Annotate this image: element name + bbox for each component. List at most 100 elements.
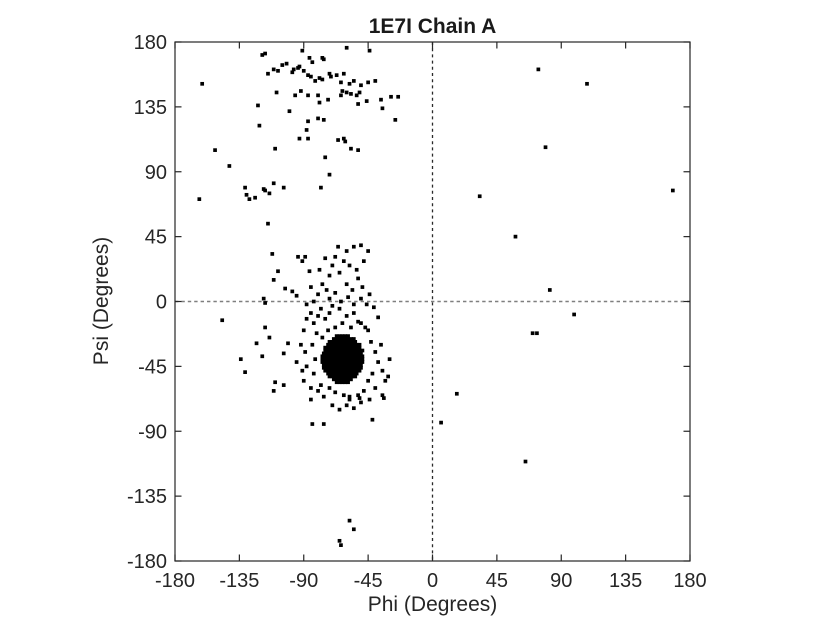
data-point xyxy=(340,345,345,350)
data-point xyxy=(263,325,267,330)
data-point xyxy=(324,365,329,370)
data-point xyxy=(340,371,345,376)
data-point xyxy=(379,342,383,347)
data-point xyxy=(347,363,352,367)
data-point xyxy=(344,249,349,253)
data-point xyxy=(359,243,363,248)
data-point xyxy=(334,368,339,373)
data-point xyxy=(327,386,332,390)
data-point xyxy=(336,365,340,370)
data-point xyxy=(340,334,345,338)
y-tick-label: 0 xyxy=(156,292,167,314)
data-point xyxy=(306,93,310,98)
data-point xyxy=(369,340,373,344)
data-point xyxy=(349,368,353,373)
data-point xyxy=(314,331,319,336)
data-point xyxy=(331,360,336,364)
data-point xyxy=(310,60,315,65)
data-point xyxy=(329,354,333,359)
data-point xyxy=(333,365,338,370)
data-point xyxy=(299,342,303,347)
data-point xyxy=(329,360,333,364)
data-point xyxy=(376,315,380,320)
data-point xyxy=(320,360,325,364)
data-point xyxy=(320,357,325,362)
data-point xyxy=(340,360,345,364)
data-point xyxy=(351,337,356,341)
data-point xyxy=(323,360,328,364)
data-point xyxy=(344,282,349,287)
data-point xyxy=(311,299,316,304)
data-point xyxy=(353,351,358,356)
data-point xyxy=(386,374,391,379)
data-point xyxy=(337,354,342,359)
data-point xyxy=(336,363,340,367)
data-point xyxy=(344,365,349,370)
data-point xyxy=(354,371,359,376)
data-point xyxy=(343,342,348,347)
data-point xyxy=(316,93,320,98)
data-point xyxy=(382,396,386,400)
data-point xyxy=(323,316,328,321)
data-point xyxy=(326,357,330,362)
data-point xyxy=(351,360,356,364)
data-point xyxy=(336,138,340,142)
data-point xyxy=(294,293,299,298)
data-point xyxy=(346,360,350,364)
data-point xyxy=(356,365,360,370)
data-point xyxy=(346,371,350,376)
data-point xyxy=(337,342,342,347)
data-point xyxy=(347,394,352,399)
data-point xyxy=(276,269,280,274)
x-tick-labels: -180 -135 -90 -45 0 45 90 135 180 xyxy=(155,570,707,592)
data-point xyxy=(307,269,312,274)
data-point xyxy=(346,357,350,362)
y-tick-labels: -180 -135 -90 -45 0 45 90 135 180 xyxy=(127,32,167,573)
data-point xyxy=(344,314,349,318)
data-point xyxy=(351,354,356,359)
data-point xyxy=(334,337,339,341)
data-point xyxy=(359,351,363,356)
data-point xyxy=(330,303,335,308)
data-point xyxy=(346,348,350,353)
data-point xyxy=(340,380,345,385)
data-point xyxy=(339,80,343,85)
data-point xyxy=(329,371,333,376)
y-tick-label: -135 xyxy=(127,486,167,508)
data-point xyxy=(301,68,306,73)
data-point xyxy=(387,357,392,362)
data-point xyxy=(354,345,359,350)
data-point xyxy=(351,371,356,376)
data-point xyxy=(339,340,343,344)
data-point xyxy=(346,295,350,300)
data-point xyxy=(354,348,359,353)
data-point xyxy=(321,422,326,426)
data-point xyxy=(356,393,360,398)
data-point xyxy=(254,341,259,346)
data-point xyxy=(349,325,353,330)
data-point xyxy=(353,365,358,370)
data-point xyxy=(356,351,360,356)
data-point xyxy=(535,331,539,336)
data-point xyxy=(337,334,342,338)
data-point xyxy=(261,187,266,191)
data-point xyxy=(337,407,342,412)
data-point xyxy=(321,57,326,62)
x-tick-label: 90 xyxy=(550,570,572,592)
data-point xyxy=(301,378,306,383)
data-point xyxy=(341,351,346,356)
data-point xyxy=(304,364,309,369)
data-point xyxy=(304,128,309,132)
data-point xyxy=(371,305,376,310)
data-point xyxy=(343,371,348,376)
data-point xyxy=(351,406,356,411)
data-point xyxy=(331,345,336,350)
data-point xyxy=(350,288,355,292)
data-point xyxy=(321,351,326,356)
data-point xyxy=(306,73,310,78)
data-point xyxy=(354,368,359,373)
data-point xyxy=(339,543,343,547)
data-point xyxy=(238,357,243,362)
data-point xyxy=(341,340,346,344)
data-point xyxy=(341,374,346,379)
